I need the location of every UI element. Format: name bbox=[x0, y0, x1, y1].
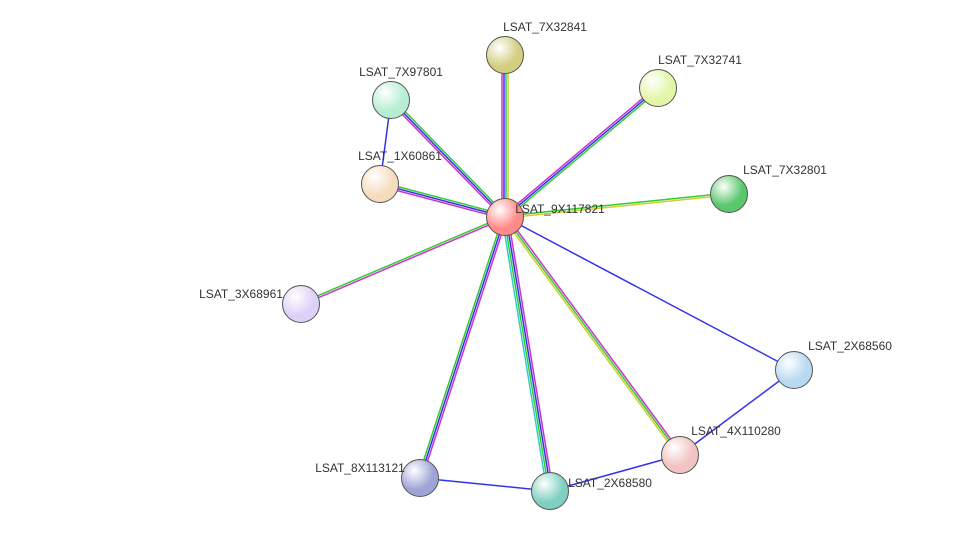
edge-layer bbox=[0, 0, 976, 548]
edge-center-n_7X32801 bbox=[505, 193, 729, 216]
node-n_7X32841[interactable] bbox=[486, 36, 524, 74]
node-n_7X32801[interactable] bbox=[710, 175, 748, 213]
network-canvas: LSAT_9X117821LSAT_7X32841LSAT_7X32741LSA… bbox=[0, 0, 976, 548]
node-n_3X68961[interactable] bbox=[282, 285, 320, 323]
edge-center-n_7X97801 bbox=[392, 99, 506, 216]
edge-center-n_7X32741 bbox=[505, 88, 658, 217]
edge-center-n_8X113121 bbox=[418, 216, 503, 477]
edge-center-n_8X113121 bbox=[422, 218, 507, 479]
edge-center-n_2X68560 bbox=[505, 217, 794, 370]
edge-center-n_4X110280 bbox=[503, 218, 678, 456]
node-n_4X110280[interactable] bbox=[661, 436, 699, 474]
edge-center-n_2X68580 bbox=[506, 217, 551, 491]
edge-center-n_3X68961 bbox=[301, 216, 505, 303]
node-n_8X113121[interactable] bbox=[401, 459, 439, 497]
node-center[interactable] bbox=[486, 198, 524, 236]
node-n_2X68580[interactable] bbox=[531, 472, 569, 510]
edge-center-n_4X110280 bbox=[505, 217, 680, 455]
edge-n_4X110280-n_2X68580 bbox=[550, 455, 680, 491]
node-n_1X60861[interactable] bbox=[361, 165, 399, 203]
node-n_7X32741[interactable] bbox=[639, 69, 677, 107]
edge-center-n_2X68580 bbox=[508, 217, 553, 491]
edge-center-n_3X68961 bbox=[301, 218, 505, 305]
node-n_2X68560[interactable] bbox=[775, 351, 813, 389]
edge-n_2X68560-n_4X110280 bbox=[680, 370, 794, 455]
edge-center-n_4X110280 bbox=[507, 216, 682, 454]
edge-center-n_8X113121 bbox=[420, 217, 505, 478]
node-n_7X97801[interactable] bbox=[372, 81, 410, 119]
edge-center-n_7X32741 bbox=[506, 90, 659, 219]
edge-center-n_7X32801 bbox=[505, 195, 729, 218]
edge-center-n_2X68580 bbox=[502, 217, 547, 491]
edge-center-n_2X68580 bbox=[504, 217, 549, 491]
edge-center-n_7X32741 bbox=[504, 86, 657, 215]
